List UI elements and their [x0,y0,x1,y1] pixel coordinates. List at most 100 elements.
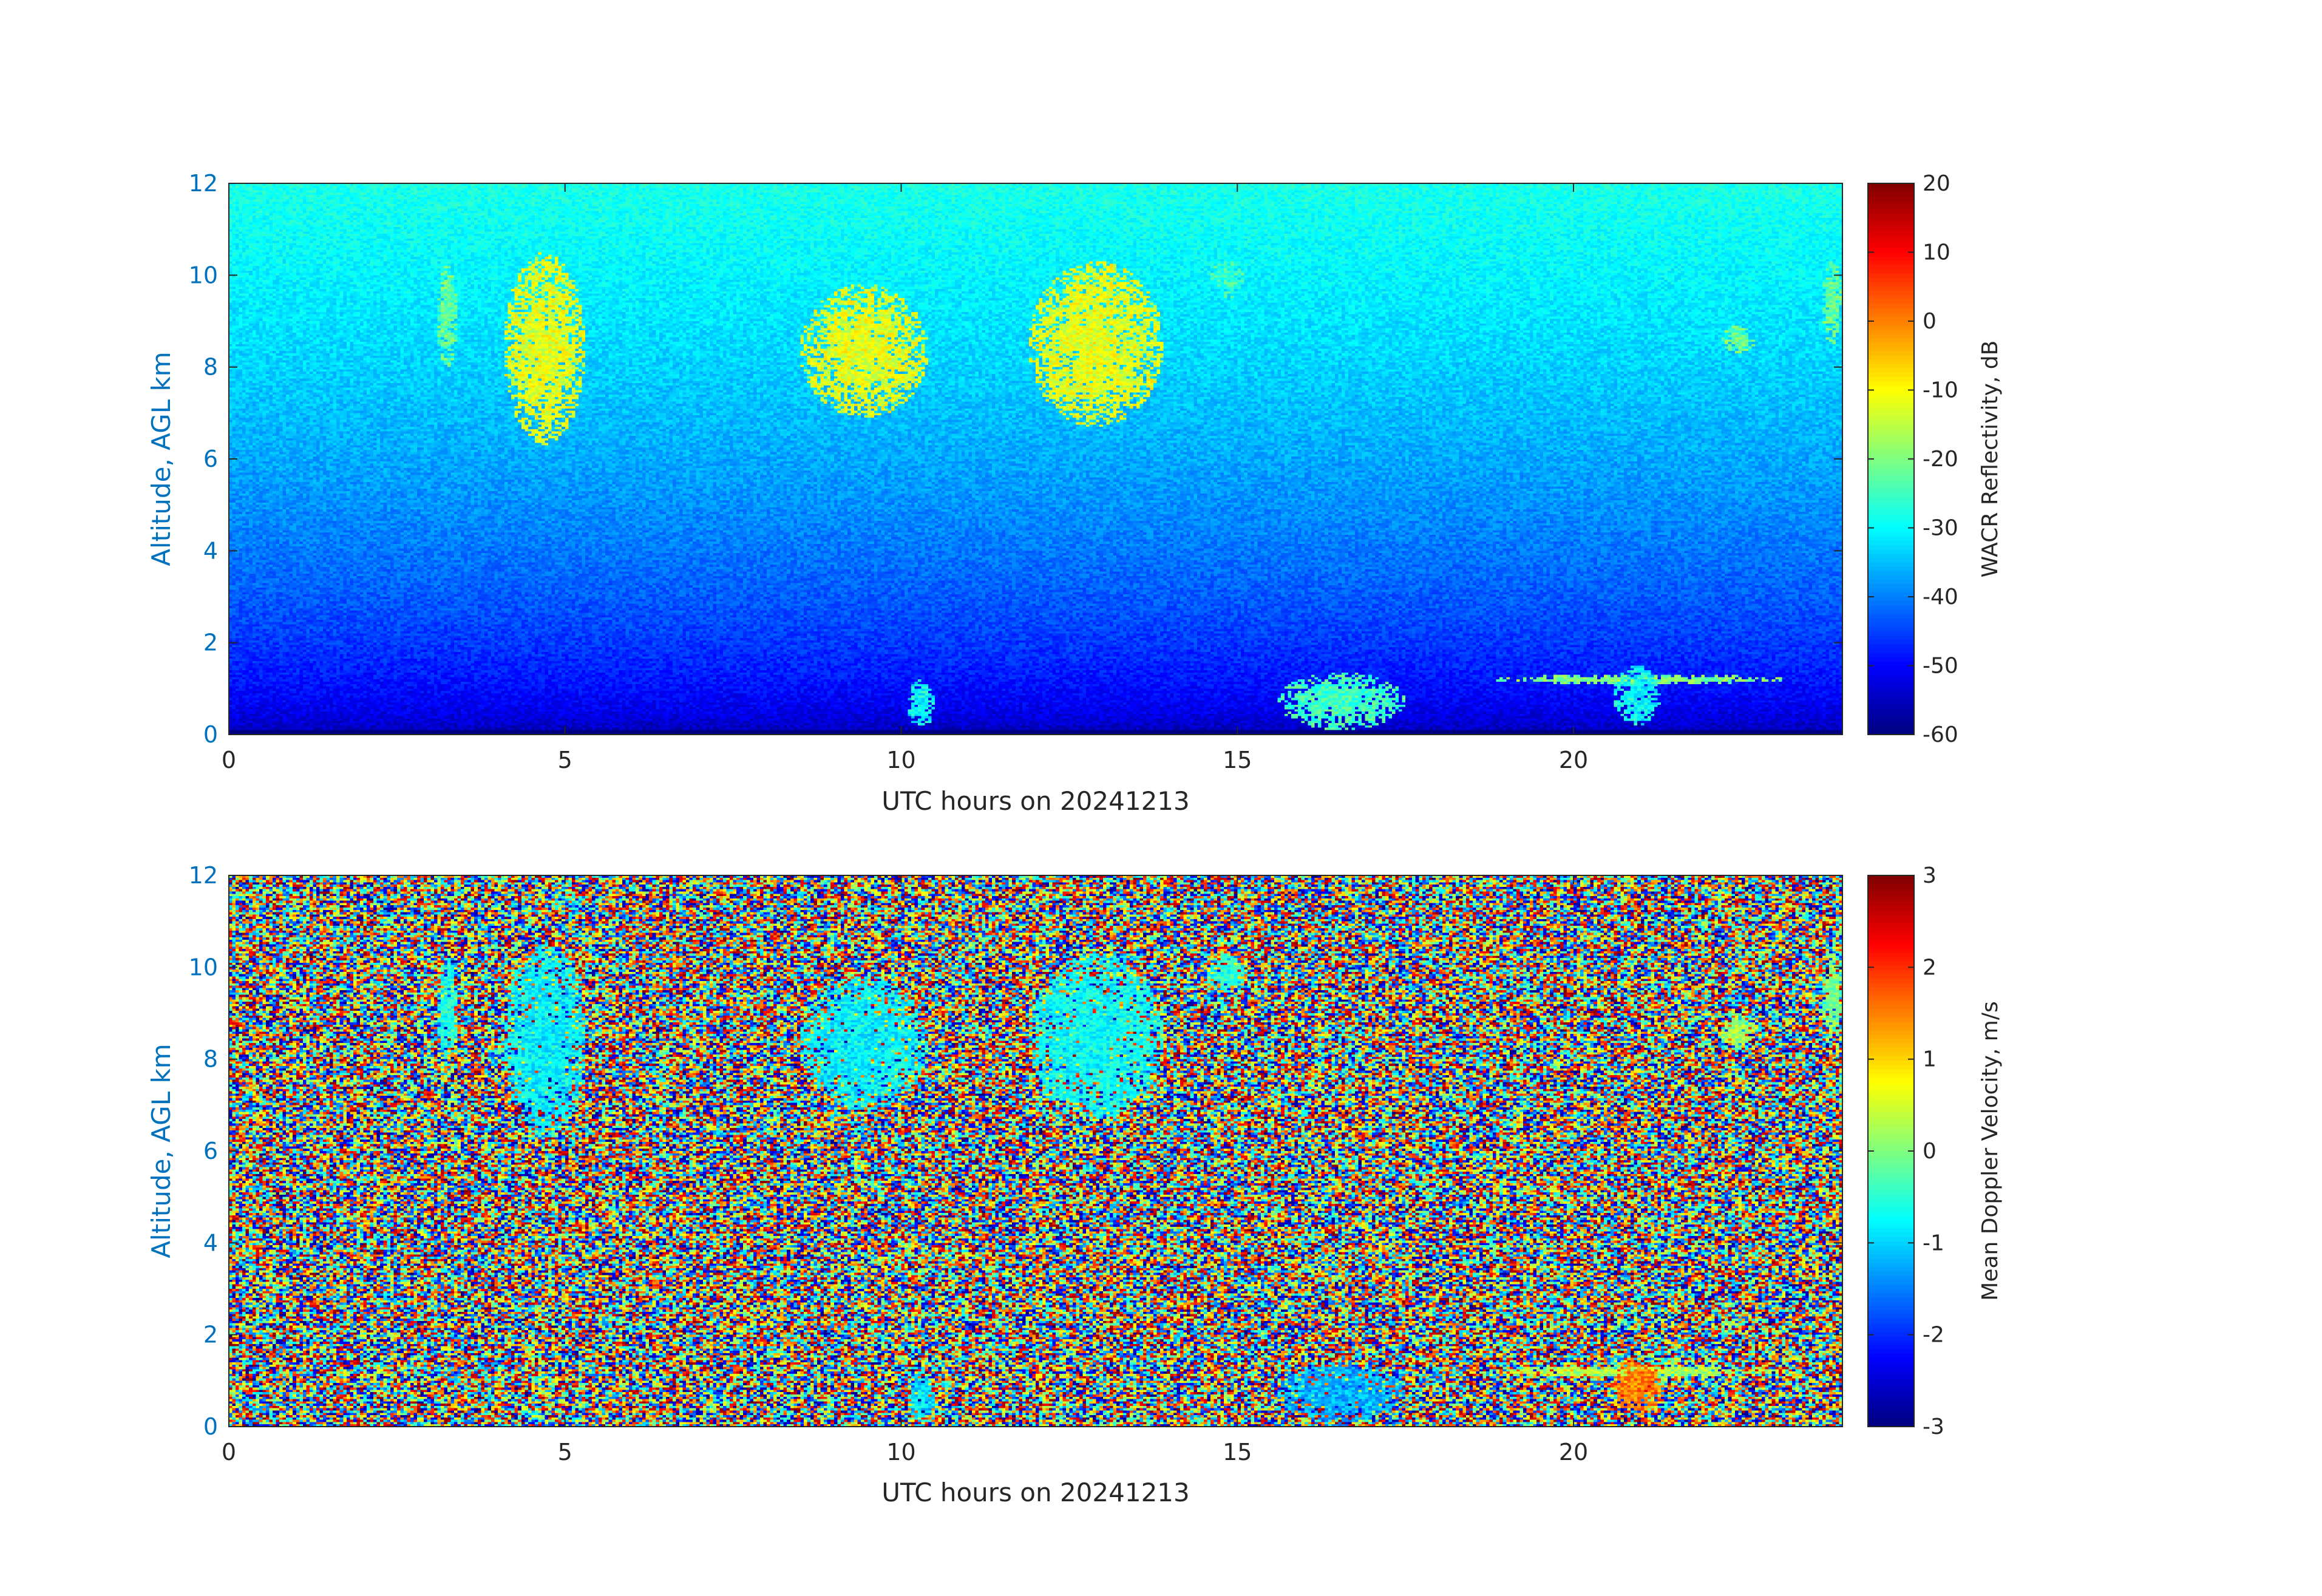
colorbar-segment [1868,1047,1914,1053]
colorbar-segment [1868,1138,1914,1143]
colorbar-segment [1868,657,1914,662]
colorbar-segment [1868,961,1914,966]
colorbar-tick-label: -40 [1923,585,1958,610]
colorbar-segment [1868,940,1914,945]
colorbar-segment [1868,1413,1914,1419]
colorbar-segment [1868,480,1914,486]
colorbar-segment [1868,1366,1914,1371]
x-tick-label: 20 [1559,747,1588,773]
x-tick-label: 10 [886,1439,915,1465]
colorbar-tick-label: -3 [1923,1414,1944,1439]
colorbar-segment [1868,1237,1914,1242]
colorbar-segment [1868,936,1914,941]
doppler-heatmap-image [229,875,1842,1427]
colorbar-segment [1868,1082,1914,1087]
colorbar-segment [1868,342,1914,348]
colorbar-segment [1868,1168,1914,1173]
colorbar-segment [1868,1095,1914,1100]
colorbar-segment [1868,287,1914,292]
colorbar-segment [1868,682,1914,688]
colorbar-segment [1868,1034,1914,1040]
colorbar-tick-label: 20 [1923,171,1950,196]
colorbar-segment [1868,1099,1914,1104]
colorbar-segment [1868,1142,1914,1147]
colorbar-segment [1868,653,1914,658]
colorbar-segment [1868,875,1914,880]
colorbar-segment [1868,316,1914,322]
colorbar-segment [1868,1267,1914,1272]
colorbar-segment [1868,1061,1914,1065]
colorbar-segment [1868,476,1914,481]
colorbar-segment [1868,398,1914,404]
colorbar-segment [1868,1263,1914,1268]
colorbar-segment [1868,549,1914,554]
colorbar-segment [1868,696,1914,701]
x-tick-label: 0 [222,1439,236,1465]
colorbar-segment [1868,260,1914,266]
colorbar-segment [1868,918,1914,923]
colorbar-segment [1868,239,1914,245]
reflectivity-y-ticks: 0 2 4 6 8 10 12 [189,170,1842,748]
colorbar-segment [1868,1177,1914,1182]
colorbar-segment [1868,905,1914,911]
colorbar-segment [1868,1017,1914,1022]
colorbar-segment [1868,1185,1914,1190]
doppler-y-axis-label: Altitude, AGL km [146,1044,176,1258]
colorbar-segment [1868,1108,1914,1113]
doppler-colorbar-ticks: 3 2 1 0 -1 -2 -3 [1868,863,1944,1439]
colorbar-segment [1868,1319,1914,1324]
colorbar-segment [1868,1396,1914,1402]
colorbar-segment [1868,979,1914,984]
colorbar-tick-label: 1 [1923,1047,1937,1072]
colorbar-tick-label: -50 [1923,654,1958,679]
colorbar-segment [1868,1112,1914,1118]
colorbar-segment [1868,213,1914,219]
colorbar-segment [1868,532,1914,537]
colorbar-segment [1868,1125,1914,1130]
colorbar-segment [1868,670,1914,675]
colorbar-segment [1868,1039,1914,1044]
colorbar-segment [1868,377,1914,382]
colorbar-segment [1868,1289,1914,1294]
colorbar-segment [1868,1392,1914,1397]
colorbar-segment [1868,923,1914,928]
colorbar-segment [1868,295,1914,301]
colorbar-segment [1868,1069,1914,1075]
colorbar-segment [1868,691,1914,696]
colorbar-segment [1868,605,1914,611]
colorbar-segment [1868,411,1914,416]
colorbar-segment [1868,583,1914,589]
colorbar-segment [1868,459,1914,464]
y-tick-label: 2 [203,1322,218,1348]
colorbar-segment [1868,1086,1914,1092]
colorbar-segment [1868,1401,1914,1406]
colorbar-segment [1868,188,1914,192]
colorbar-segment [1868,493,1914,498]
colorbar-segment [1868,884,1914,889]
colorbar-segment [1868,579,1914,585]
colorbar-segment [1868,368,1914,373]
colorbar-segment [1868,489,1914,494]
colorbar-segment [1868,957,1914,962]
colorbar-segment [1868,704,1914,710]
colorbar-segment [1868,562,1914,568]
colorbar-segment [1868,424,1914,430]
colorbar-segment [1868,1224,1914,1229]
colorbar-tick-label: -1 [1923,1231,1944,1255]
colorbar-segment [1868,674,1914,679]
colorbar-segment [1868,631,1914,636]
colorbar-segment [1868,416,1914,421]
y-tick-label: 12 [189,862,218,889]
colorbar-segment [1868,420,1914,426]
colorbar-segment [1868,639,1914,645]
colorbar-segment [1868,944,1914,949]
x-tick-label: 15 [1223,747,1252,773]
colorbar-segment [1868,402,1914,408]
y-tick-label: 10 [189,262,218,288]
colorbar-segment [1868,713,1914,718]
colorbar-segment [1868,351,1914,356]
x-tick-label: 0 [222,747,236,773]
reflectivity-y-axis-label: Altitude, AGL km [146,351,176,566]
colorbar-tick-label: -60 [1923,722,1958,747]
